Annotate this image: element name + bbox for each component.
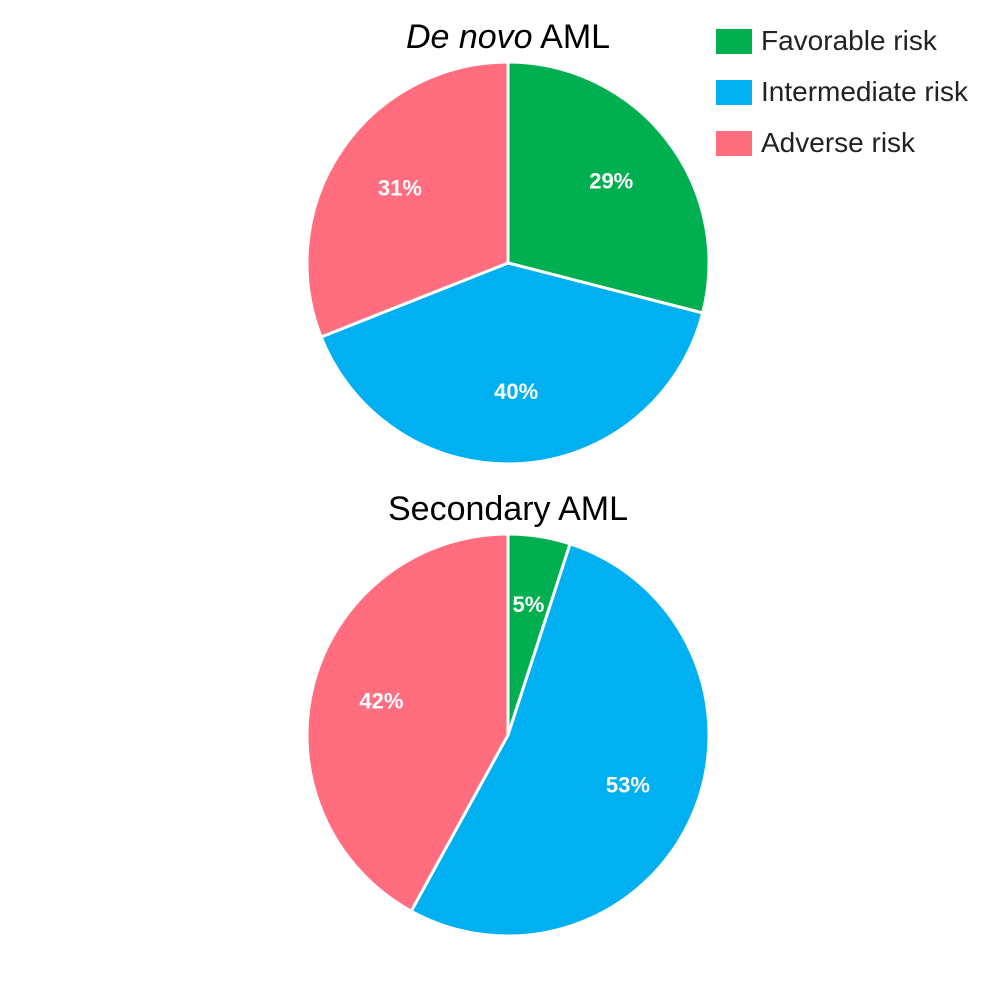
legend-label-favorable: Favorable risk xyxy=(761,25,937,56)
chart-title-de-novo: De novo AML xyxy=(308,20,708,54)
pie-slice-secondary-intermediate xyxy=(409,542,711,938)
pie-slice-de-novo-intermediate xyxy=(319,261,705,466)
legend-label-adverse: Adverse risk xyxy=(761,127,916,158)
data-label-secondary-favorable: 5% xyxy=(513,592,545,617)
legend-label-intermediate: Intermediate risk xyxy=(761,76,968,107)
pie-slice-de-novo-adverse xyxy=(305,60,510,339)
pie-slice-secondary-adverse xyxy=(305,532,510,913)
data-label-secondary-adverse: 42% xyxy=(359,688,403,713)
pie-secondary: 5% 53% 42% xyxy=(305,532,711,938)
chart-title-secondary: Secondary AML xyxy=(387,490,629,528)
title-italic-part: De novo xyxy=(405,18,533,56)
legend-item-intermediate: Intermediate risk xyxy=(716,75,968,109)
legend: Favorable risk Intermediate risk Adverse… xyxy=(716,24,968,177)
legend-swatch-favorable xyxy=(716,28,752,54)
legend-item-favorable: Favorable risk xyxy=(716,24,968,58)
pie-de-novo: 29% 40% 31% xyxy=(305,60,711,466)
pie-slice-de-novo-favorable xyxy=(506,60,711,315)
data-label-de-novo-intermediate: 40% xyxy=(494,379,538,404)
legend-item-adverse: Adverse risk xyxy=(716,126,968,160)
legend-swatch-adverse xyxy=(716,130,752,156)
data-label-de-novo-favorable: 29% xyxy=(589,169,633,194)
data-label-secondary-intermediate: 53% xyxy=(606,773,650,798)
data-label-de-novo-adverse: 31% xyxy=(378,175,422,200)
title-rest-part: AML xyxy=(532,18,611,56)
legend-swatch-intermediate xyxy=(716,79,752,105)
